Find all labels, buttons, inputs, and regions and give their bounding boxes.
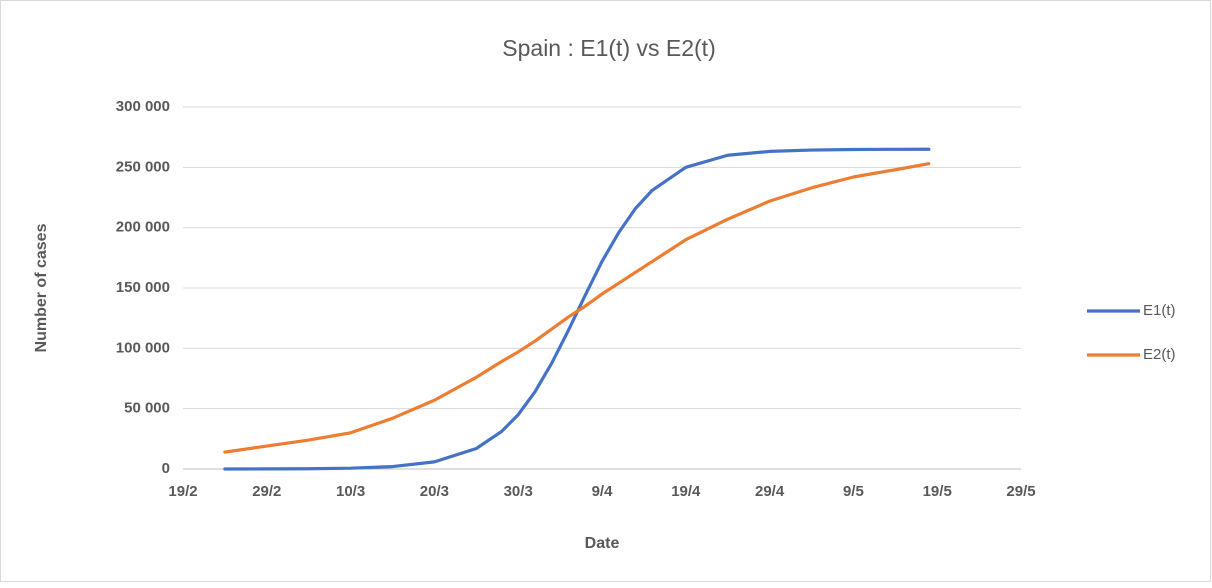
x-tick-label: 20/3 [420, 483, 449, 500]
chart-title: Spain : E1(t) vs E2(t) [502, 35, 715, 61]
y-tick-label: 150 000 [116, 279, 170, 296]
x-tick-label: 19/2 [168, 483, 197, 500]
x-tick-label: 29/5 [1006, 483, 1035, 500]
y-tick-label: 100 000 [116, 339, 170, 356]
x-tick-label: 29/4 [755, 483, 785, 500]
y-tick-label: 0 [162, 460, 170, 477]
legend-label: E1(t) [1143, 302, 1176, 319]
x-tick-label: 29/2 [252, 483, 281, 500]
legend-label: E2(t) [1143, 346, 1176, 363]
y-tick-label: 300 000 [116, 98, 170, 115]
x-tick-label: 9/5 [843, 483, 864, 500]
y-tick-label: 50 000 [124, 400, 170, 417]
x-tick-label: 9/4 [592, 483, 614, 500]
y-axis-label: Number of cases [33, 223, 50, 352]
y-tick-label: 250 000 [116, 158, 170, 175]
x-tick-label: 19/5 [923, 483, 952, 500]
x-tick-label: 30/3 [504, 483, 533, 500]
x-axis-label: Date [585, 535, 620, 552]
x-tick-label: 10/3 [336, 483, 365, 500]
line-series [223, 162, 931, 454]
y-tick-label: 200 000 [116, 219, 170, 236]
x-tick-label: 19/4 [671, 483, 701, 500]
